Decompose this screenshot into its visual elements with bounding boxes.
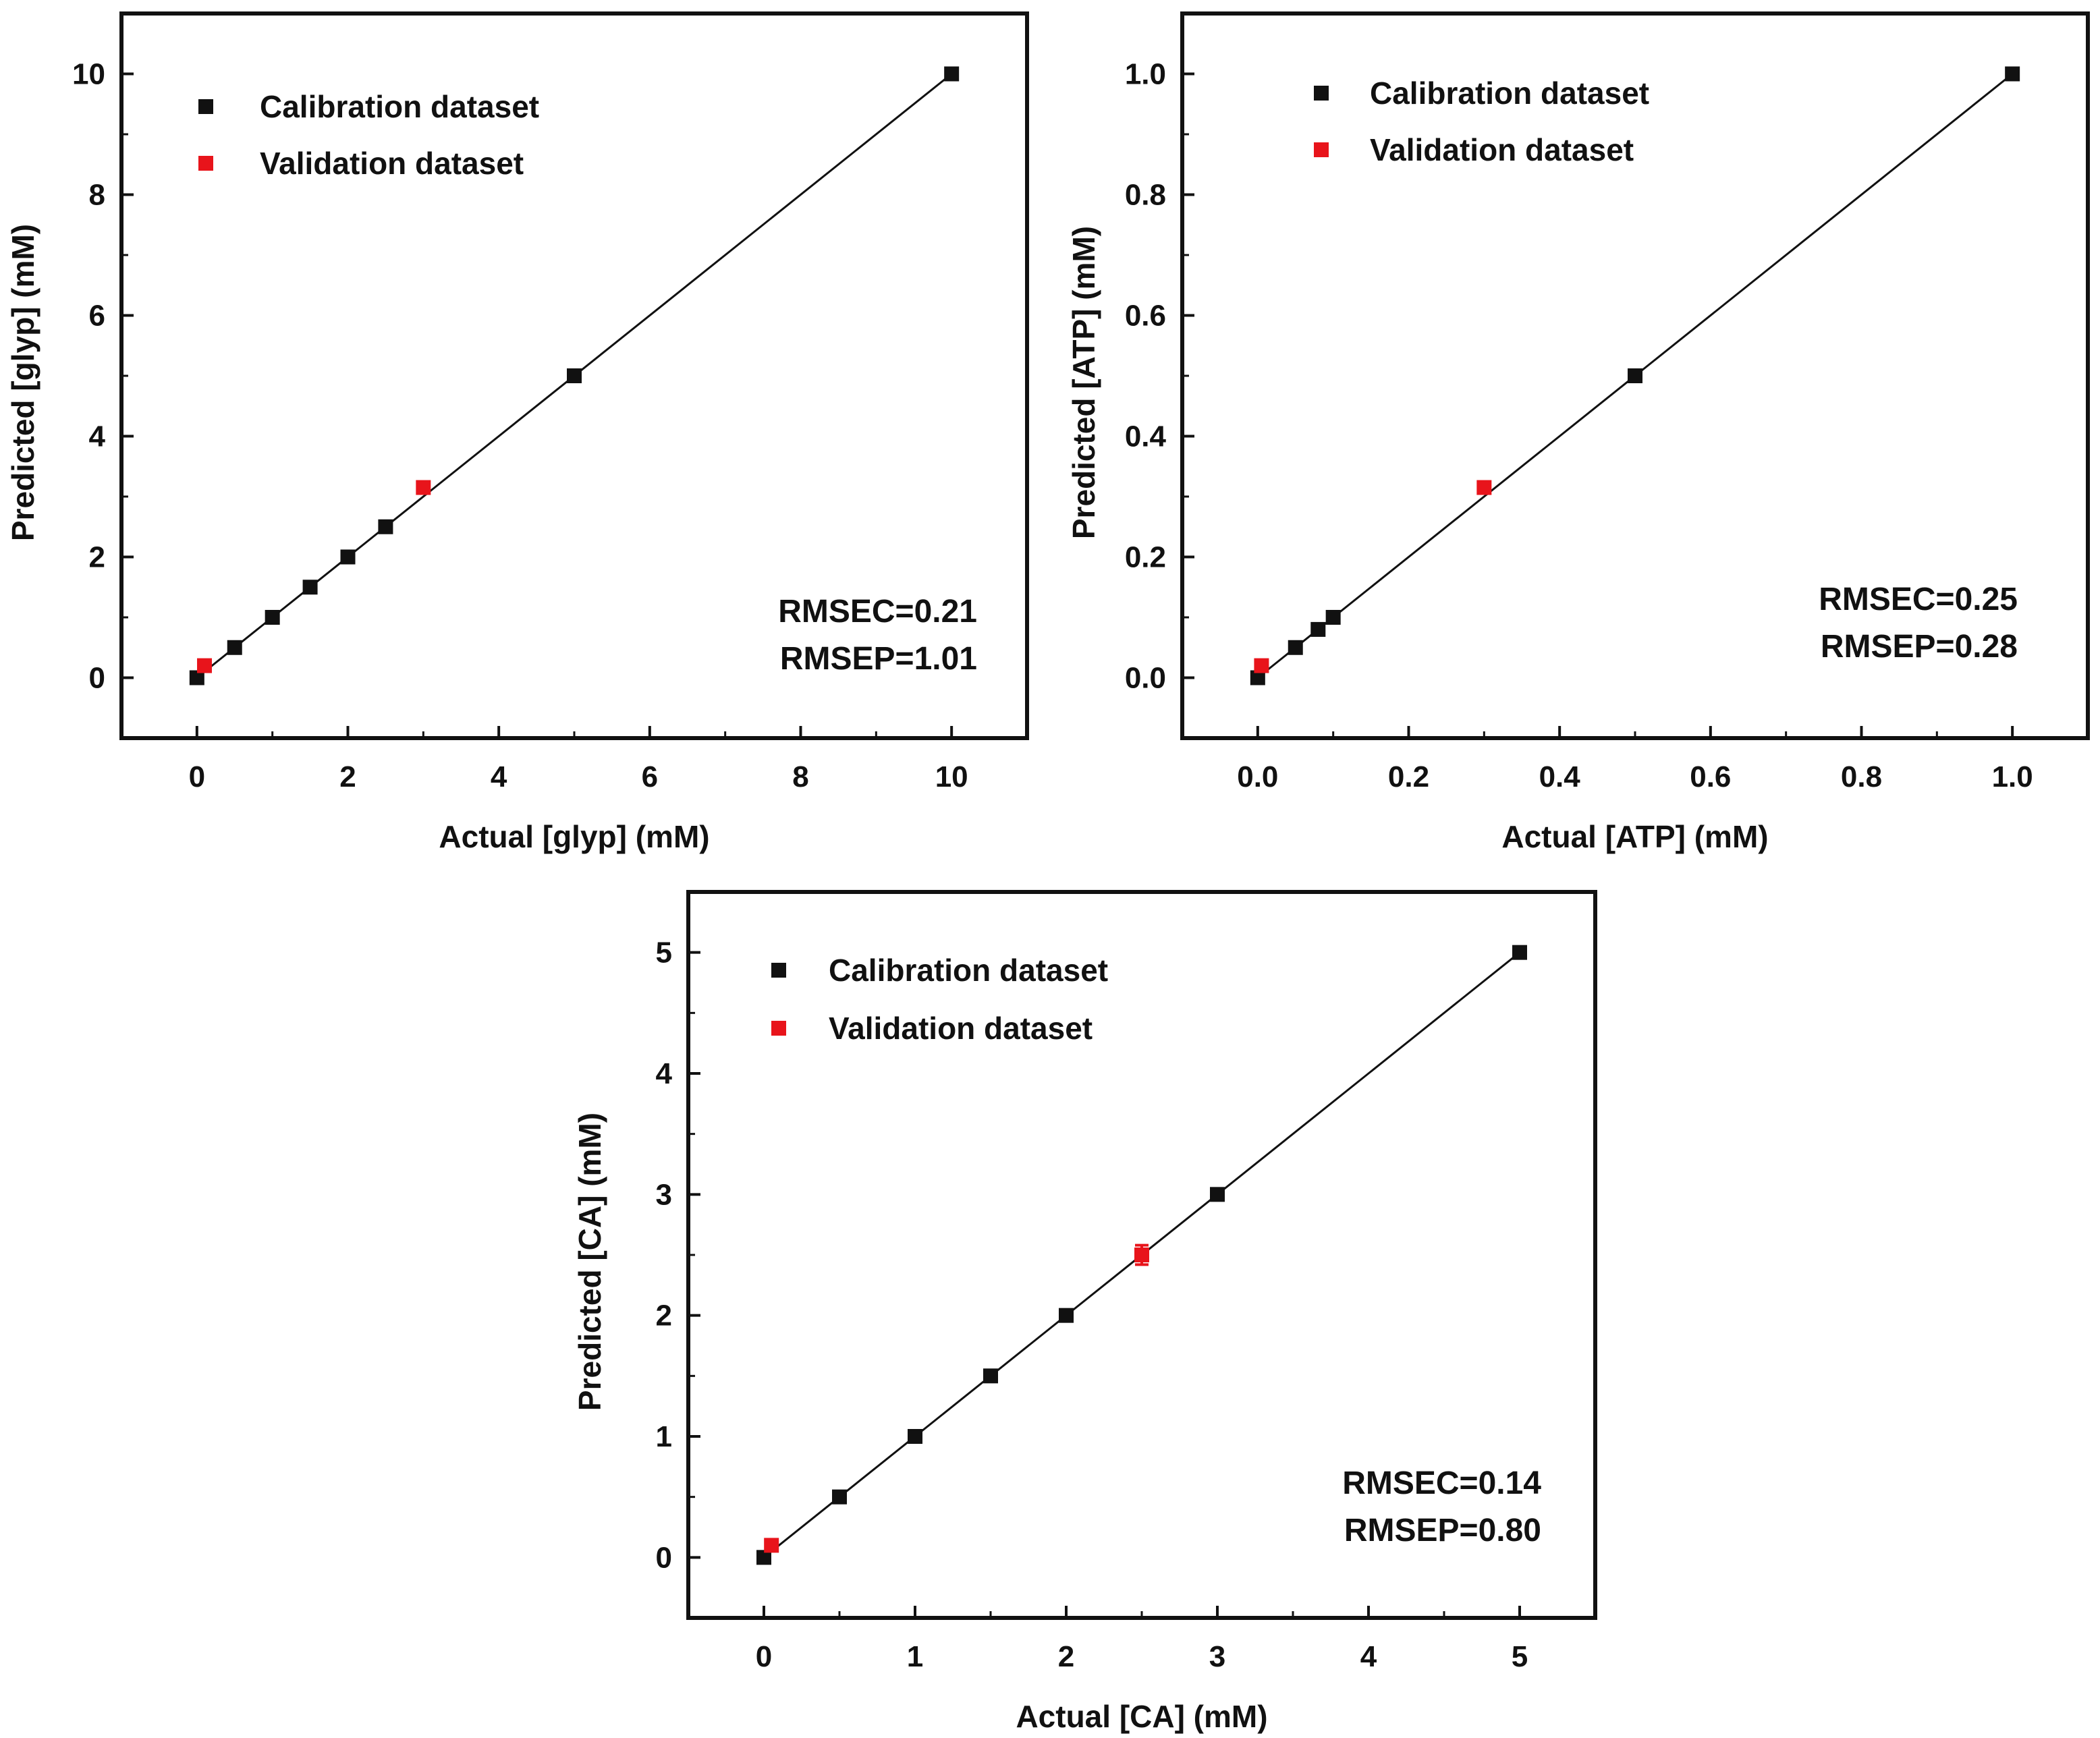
rmsep-annotation: RMSEP=1.01: [780, 641, 977, 677]
y-tick-label: 0.6: [1125, 300, 1166, 333]
legend-label-validation: Validation dataset: [1370, 132, 1634, 167]
x-tick-label: 0.4: [1539, 760, 1581, 793]
x-tick-label: 4: [1360, 1640, 1377, 1673]
legend-label-validation: Validation dataset: [829, 1011, 1093, 1046]
y-tick-label: 0: [656, 1541, 672, 1574]
calibration-point: [1250, 670, 1265, 685]
x-tick-label: 3: [1209, 1640, 1225, 1673]
x-tick-label: 0: [189, 760, 205, 793]
y-tick-label: 6: [89, 300, 105, 333]
y-tick-label: 0: [89, 662, 105, 695]
rmsep-annotation: RMSEP=0.80: [1344, 1513, 1541, 1548]
y-tick-label: 0.2: [1125, 541, 1166, 574]
y-tick-label: 5: [656, 936, 672, 970]
x-axis-label: Actual [glyp] (mM): [439, 819, 709, 854]
calibration-point: [227, 640, 242, 655]
calibration-point: [1325, 610, 1341, 625]
validation-point: [416, 480, 431, 495]
x-tick-label: 0.8: [1841, 760, 1882, 793]
rmsec-annotation: RMSEC=0.21: [778, 594, 977, 629]
validation-point: [1476, 480, 1492, 495]
x-tick-label: 8: [792, 760, 808, 793]
x-tick-label: 0.6: [1690, 760, 1731, 793]
x-tick-label: 1.0: [1992, 760, 2033, 793]
x-axis-label: Actual [CA] (mM): [1016, 1699, 1267, 1734]
y-tick-label: 2: [89, 541, 105, 574]
validation-point: [1134, 1248, 1149, 1262]
legend-marker-calibration: [1314, 86, 1329, 101]
validation-point: [764, 1538, 779, 1553]
chart-panel-2: 0.0 0.2 0.4 0.6 0.8 1.0 0.0 0.2 0.4 0.6 0.8 1.0 Actu…: [1066, 11, 2090, 854]
calibration-point: [189, 670, 204, 685]
y-axis-label: Predicted [CA] (mM): [572, 1113, 607, 1411]
x-tick-label: 0: [756, 1640, 772, 1673]
calibration-point: [983, 1368, 998, 1384]
calibration-point: [378, 519, 393, 534]
y-axis-label: Predicted [glyp] (mM): [5, 224, 40, 541]
y-tick-label: 4: [89, 420, 106, 453]
calibration-point: [265, 610, 280, 625]
calibration-point: [1288, 640, 1303, 655]
calibration-point: [302, 580, 318, 595]
calibration-point: [2005, 66, 2020, 82]
y-tick-label: 0.8: [1125, 179, 1166, 212]
x-tick-label: 10: [935, 760, 968, 793]
y-tick-label: 1.0: [1125, 58, 1166, 91]
validation-point: [1254, 658, 1269, 673]
x-tick-label: 0.0: [1237, 760, 1278, 793]
rmsep-annotation: RMSEP=0.28: [1821, 629, 2018, 665]
legend-marker-calibration: [771, 963, 786, 978]
y-tick-label: 3: [656, 1178, 672, 1211]
y-axis-label: Predicted [ATP] (mM): [1066, 226, 1101, 539]
legend-marker-validation: [198, 156, 213, 171]
y-tick-label: 2: [656, 1299, 672, 1333]
calibration-point: [832, 1489, 847, 1505]
x-tick-label: 2: [339, 760, 356, 793]
calibration-point: [1310, 621, 1326, 637]
calibration-point: [1059, 1308, 1074, 1323]
x-tick-label: 1: [907, 1640, 923, 1673]
x-axis-label: Actual [ATP] (mM): [1501, 819, 1768, 854]
chart-panel-1: 0 2 4 6 8 10 0 2 4 6 8 10 Actual [glyp] (mM) Predicte…: [5, 11, 1029, 854]
calibration-point: [340, 549, 356, 565]
x-tick-label: 6: [642, 760, 658, 793]
calibration-point: [908, 1429, 922, 1444]
calibration-point: [567, 368, 582, 383]
validation-point: [197, 658, 213, 673]
y-tick-label: 10: [72, 58, 105, 91]
y-tick-label: 1: [656, 1420, 672, 1453]
y-tick-label: 8: [89, 179, 105, 212]
calibration-point: [1210, 1187, 1225, 1202]
x-tick-label: 5: [1512, 1640, 1528, 1673]
x-tick-label: 2: [1058, 1640, 1074, 1673]
legend-label-calibration: Calibration dataset: [260, 89, 539, 124]
x-tick-label: 0.2: [1388, 760, 1429, 793]
legend-marker-validation: [771, 1021, 786, 1036]
y-tick-label: 4: [656, 1057, 673, 1090]
legend-label-calibration: Calibration dataset: [829, 953, 1108, 988]
calibration-point: [1628, 368, 1642, 383]
x-tick-label: 4: [491, 760, 507, 793]
y-tick-label: 0.0: [1125, 662, 1166, 695]
rmsec-annotation: RMSEC=0.14: [1342, 1465, 1541, 1501]
legend-marker-validation: [1314, 142, 1329, 157]
rmsec-annotation: RMSEC=0.25: [1819, 582, 2018, 617]
calibration-point: [756, 1550, 771, 1565]
legend-label-validation: Validation dataset: [260, 146, 524, 181]
legend-marker-calibration: [198, 99, 213, 114]
calibration-point: [944, 66, 960, 82]
calibration-point: [1512, 945, 1527, 960]
chart-panel-3: 0 1 2 3 4 5 0 1 2 3 4 5 Actual [CA] (mM) Predicted [C…: [572, 890, 1597, 1734]
y-tick-label: 0.4: [1125, 420, 1167, 453]
legend-label-calibration: Calibration dataset: [1370, 76, 1649, 111]
